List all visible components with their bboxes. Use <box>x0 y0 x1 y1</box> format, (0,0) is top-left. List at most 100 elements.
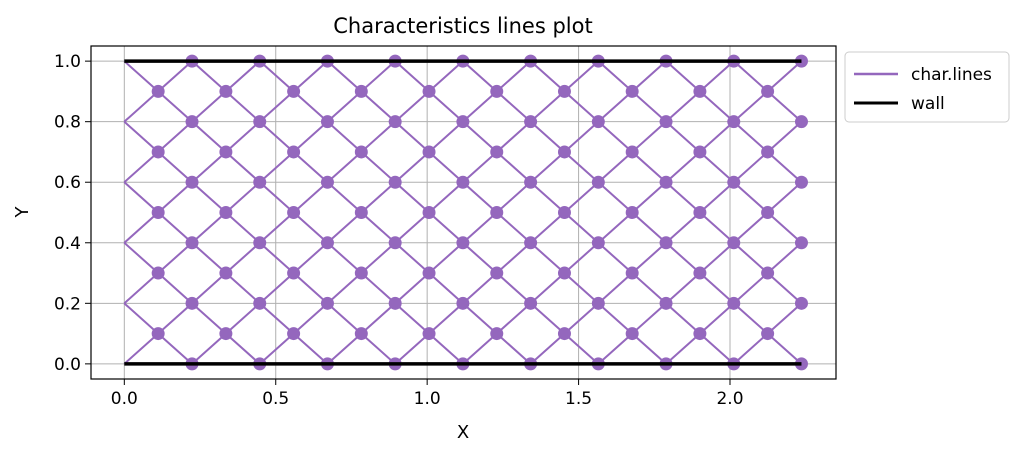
char-line-segment-153 <box>631 272 667 305</box>
char-point-74 <box>591 175 605 189</box>
char-line-segment-22 <box>191 302 227 335</box>
char-line-segment-91 <box>428 332 464 365</box>
char-line-segment-109 <box>462 60 498 93</box>
char-point-75 <box>591 115 605 129</box>
char-line-segment-44 <box>259 242 295 274</box>
char-line-segment-61 <box>326 272 362 305</box>
char-point-55 <box>490 327 504 341</box>
char-point-3 <box>151 145 165 159</box>
char-line-segment-169 <box>665 60 701 93</box>
y-axis-label: Y <box>12 206 33 219</box>
char-line-segment-118 <box>496 60 532 93</box>
y-tick-label-1: 0.2 <box>54 294 81 314</box>
char-point-62 <box>524 236 538 250</box>
char-point-85 <box>659 175 673 189</box>
char-line-segment-129 <box>529 60 566 93</box>
x-tick-label-4: 2.0 <box>716 389 743 409</box>
char-line-segment-69 <box>326 60 362 93</box>
char-line-segment-116 <box>496 120 532 153</box>
char-line-segment-189 <box>733 60 769 93</box>
x-axis-label: X <box>457 422 469 443</box>
char-line-segment-152 <box>631 242 667 274</box>
char-point-45 <box>422 266 436 280</box>
char-line-segment-62 <box>326 302 362 335</box>
char-line-segment-104 <box>462 242 498 274</box>
char-point-96 <box>727 175 741 189</box>
char-line-segment-24 <box>191 242 227 274</box>
char-point-40 <box>388 236 402 250</box>
char-line-segment-112 <box>496 242 532 274</box>
char-line-segment-66 <box>326 181 362 214</box>
char-line-segment-183 <box>733 211 769 244</box>
char-point-53 <box>456 115 470 129</box>
char-line-segment-124 <box>529 242 566 274</box>
char-line-segment-33 <box>225 272 261 305</box>
char-line-segment-60 <box>326 332 362 365</box>
char-line-segment-140 <box>597 332 633 365</box>
char-line-segment-83 <box>394 211 430 244</box>
char-point-57 <box>490 206 504 219</box>
char-line-segment-10 <box>157 302 193 335</box>
char-point-97 <box>727 115 741 129</box>
char-point-77 <box>625 327 639 341</box>
char-point-66 <box>557 327 571 341</box>
char-line-segment-133 <box>563 272 599 305</box>
series-char-lines <box>123 60 803 365</box>
char-point-67 <box>557 266 571 280</box>
char-line-segment-20 <box>191 332 227 365</box>
char-line-segment-78 <box>360 60 396 93</box>
char-line-segment-139 <box>563 90 599 123</box>
char-line-segment-8 <box>123 120 159 153</box>
char-line-segment-13 <box>157 272 193 305</box>
char-point-6 <box>185 296 199 310</box>
char-line-segment-108 <box>462 120 498 153</box>
char-line-segment-40 <box>259 332 295 365</box>
char-line-segment-125 <box>529 151 566 183</box>
char-line-segment-103 <box>462 211 498 244</box>
char-point-52 <box>456 175 470 189</box>
char-line-segment-70 <box>360 302 396 335</box>
char-line-segment-111 <box>496 332 532 365</box>
char-point-0 <box>151 327 165 341</box>
char-line-segment-168 <box>665 120 701 153</box>
char-line-segment-193 <box>766 272 803 305</box>
char-line-segment-80 <box>394 332 430 365</box>
char-line-segment-127 <box>529 90 566 123</box>
char-line-segment-157 <box>631 151 667 183</box>
char-point-33 <box>354 327 368 341</box>
char-point-92 <box>693 84 707 98</box>
char-line-segment-110 <box>496 302 532 335</box>
char-line-segment-73 <box>360 272 396 305</box>
char-line-segment-32 <box>225 242 261 274</box>
char-point-48 <box>422 84 436 98</box>
char-line-segment-75 <box>360 211 396 244</box>
char-line-segment-57 <box>292 151 329 183</box>
char-line-segment-26 <box>191 181 227 214</box>
chart-title: Characteristics lines plot <box>333 14 592 38</box>
char-line-segment-175 <box>699 211 735 244</box>
char-point-24 <box>287 206 301 219</box>
char-point-51 <box>456 236 470 250</box>
char-point-100 <box>761 266 775 280</box>
char-point-4 <box>151 84 165 98</box>
y-tick-label-5: 1.0 <box>54 52 81 72</box>
char-point-101 <box>761 206 775 219</box>
char-line-segment-35 <box>225 211 261 244</box>
char-line-segment-6 <box>123 181 159 214</box>
char-line-segment-98 <box>428 60 464 93</box>
char-point-22 <box>287 327 301 341</box>
x-tick-label-3: 1.5 <box>565 389 592 409</box>
char-point-29 <box>320 236 334 250</box>
char-line-segment-177 <box>699 151 735 183</box>
char-line-segment-174 <box>699 181 735 214</box>
char-line-segment-88 <box>394 120 430 153</box>
char-point-63 <box>524 175 538 189</box>
char-line-segment-105 <box>462 151 498 183</box>
char-line-segment-138 <box>563 60 599 93</box>
y-tick-label-0: 0.0 <box>54 355 81 375</box>
char-line-segment-77 <box>360 151 396 183</box>
char-line-segment-195 <box>766 211 803 244</box>
char-line-segment-166 <box>665 181 701 214</box>
char-line-segment-25 <box>191 151 227 183</box>
char-line-segment-96 <box>428 120 464 153</box>
